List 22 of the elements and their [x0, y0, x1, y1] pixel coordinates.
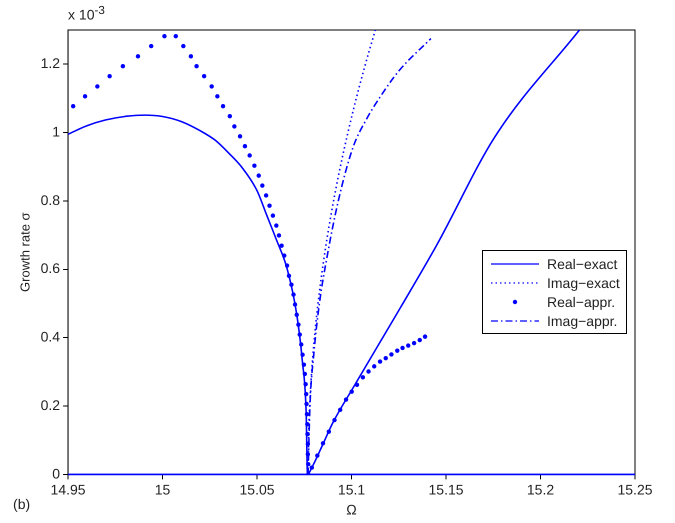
y-tick-label: 1 [52, 123, 60, 140]
x-tick-label: 15.1 [338, 482, 366, 498]
legend-label: Real−exact [547, 256, 618, 272]
legend-label: Imag−exact [547, 274, 620, 291]
y-tick-label: 1.2 [40, 55, 60, 72]
x-tick-label: 15.15 [428, 482, 464, 498]
y-axis-title: Growth rate σ [17, 212, 32, 292]
y-tick-label: 0.2 [40, 396, 60, 413]
legend-label: Real−appr. [547, 294, 616, 310]
x-tick-label: 15.05 [240, 482, 275, 498]
legend-label: Imag−appr. [547, 312, 618, 329]
y-tick-label: 0 [52, 465, 60, 482]
x-tick-label: 15.2 [526, 482, 554, 498]
y-tick-label: 0.6 [40, 260, 60, 276]
x-axis-title: Ω [346, 501, 357, 518]
y-tick-label: 0.4 [40, 328, 60, 345]
x-tick-label: 14.95 [50, 482, 86, 498]
text: x 10$^{-3}$ [68, 4, 105, 23]
y-tick-label: 0.8 [40, 192, 60, 208]
x-tick-label: 15 [154, 482, 171, 498]
x-tick-label: 15.25 [617, 482, 653, 498]
text: (b) [13, 496, 30, 512]
